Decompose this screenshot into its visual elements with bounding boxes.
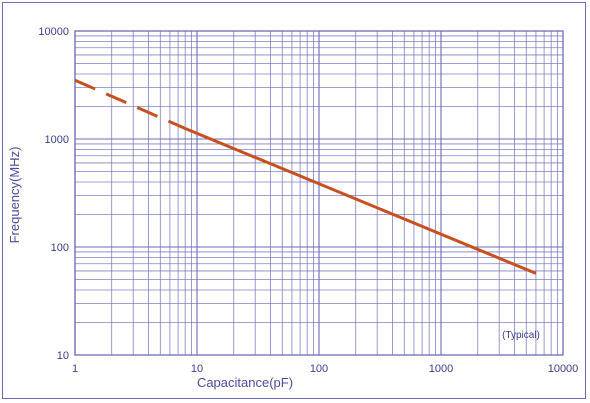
x-tick-label: 10000 [548, 363, 579, 375]
plot-border [74, 30, 564, 356]
series-line-solid [184, 127, 537, 275]
y-tick-label: 10000 [38, 26, 69, 38]
series-layer [74, 78, 537, 275]
y-tick-label: 10 [57, 350, 69, 362]
series-line-dashed [74, 78, 186, 130]
chart-frame: 1 10 100 1000 10000 10 100 1000 10000 Capacitanc… [2, 2, 586, 399]
x-tick-label: 1 [72, 363, 78, 375]
y-tick-label: 100 [51, 242, 69, 254]
grid [74, 30, 564, 356]
x-tick-label: 1000 [429, 363, 453, 375]
typical-annotation: (Typical) [502, 330, 540, 341]
x-tick-label: 100 [310, 363, 328, 375]
y-tick-label: 1000 [45, 134, 69, 146]
y-axis-title: Frequency(MHz) [7, 147, 22, 244]
x-axis-title: Capacitance(pF) [197, 375, 293, 390]
x-tick-label: 10 [191, 363, 203, 375]
